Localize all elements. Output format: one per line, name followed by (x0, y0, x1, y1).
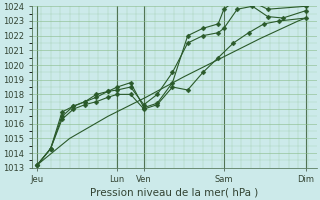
X-axis label: Pression niveau de la mer( hPa ): Pression niveau de la mer( hPa ) (90, 187, 259, 197)
